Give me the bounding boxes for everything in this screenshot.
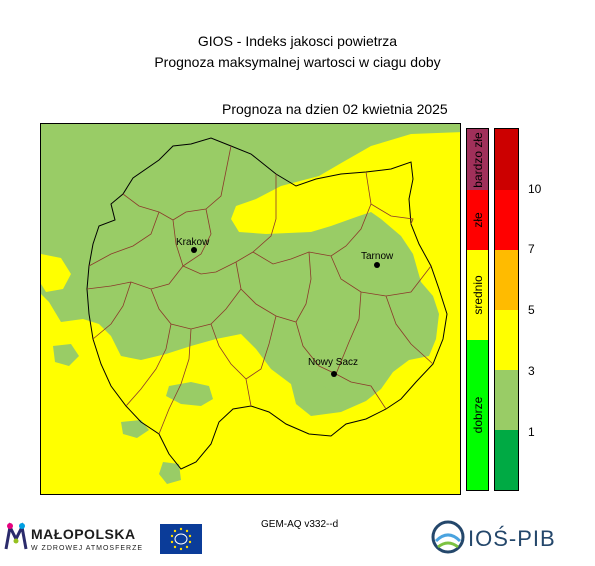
category-dobrze-label: dobrze [470,396,485,434]
ios-pib-logo-text: IOŚ-PIB [468,526,556,551]
scale-tick-5: 5 [528,303,535,317]
category-zle: złe [467,190,488,250]
category-legend: bardzo złe złe srednio dobrze [466,128,489,491]
scale-tick-10: 10 [528,182,542,196]
nowy-sacz-label: Nowy Sacz [308,357,358,368]
voivodeship-border [86,137,448,470]
color-scale [494,128,519,491]
scale-tick-1: 1 [528,425,535,439]
krakow-label: Krakow [176,237,210,248]
scale-tick-7: 7 [528,242,535,256]
scale-segment-10plus [495,129,518,190]
map-title: GIOS - Indeks jakosci powietrza [197,33,398,49]
green-patch-west [53,344,79,366]
category-bardzo-zle-label: bardzo złe [470,131,485,188]
category-dobrze: dobrze [467,340,488,490]
category-zle-label: złe [470,212,485,228]
map-subtitle: Prognoza maksymalnej wartosci w ciagu do… [154,54,441,70]
malopolska-logo-text: MAŁOPOLSKA [31,526,136,542]
green-patch-southwest [166,382,213,406]
krakow-marker [191,247,197,253]
map-canvas: Krakow Tarnow Nowy Sacz [41,124,460,494]
forecast-map: Krakow Tarnow Nowy Sacz [40,123,461,495]
forecast-date: Prognoza na dzien 02 kwietnia 2025 [222,101,448,117]
ios-pib-logo-icon [431,520,465,554]
tarnow-marker [374,262,380,268]
green-patch-south [159,462,181,484]
scale-segment-3-5 [495,310,518,370]
scale-segment-7-10 [495,190,518,250]
scale-segment-1-3 [495,370,518,430]
scale-segment-0-1 [495,430,518,490]
eu-life-logo-icon [160,524,202,554]
yellow-patch-north [41,254,71,292]
malopolska-logo-icon [4,522,28,550]
model-label: GEM-AQ v332--d [261,519,339,530]
nowy-sacz-marker [331,371,337,377]
county-borders [86,145,434,435]
scale-segment-5-7 [495,250,518,310]
category-bardzo-zle: bardzo złe [467,129,488,190]
scale-tick-3: 3 [528,364,535,378]
category-srednio: srednio [467,250,488,340]
malopolska-tagline: W ZDROWEJ ATMOSFERZE [31,545,144,552]
tarnow-label: Tarnow [361,251,394,262]
green-patch-southwest-2 [121,420,149,438]
green-zone-south [303,329,386,396]
category-srednio-label: srednio [470,275,485,315]
